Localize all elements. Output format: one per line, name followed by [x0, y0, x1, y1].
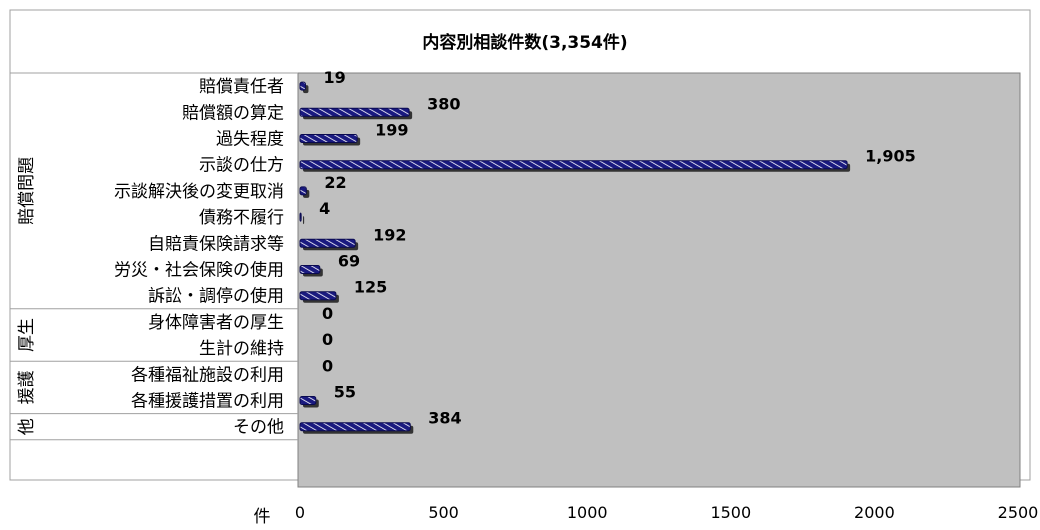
bar-value-label: 192: [373, 225, 406, 244]
x-axis-ticks: 0 500 1000 1500 2000 2500: [295, 503, 1038, 522]
bar-value-label: 384: [428, 409, 461, 428]
bar-value-label: 1,905: [865, 147, 916, 166]
bar: [299, 238, 356, 248]
x-tick-label: 500: [428, 503, 459, 522]
bar-value-label: 0: [322, 356, 333, 375]
category-label: 示談の仕方: [199, 156, 284, 176]
bar-shadow: [303, 216, 305, 225]
bar: [299, 134, 358, 143]
bar-value-label: 19: [323, 68, 345, 87]
bar-value-label: 0: [322, 330, 333, 349]
x-tick-label: 0: [295, 503, 305, 522]
bar: [299, 160, 848, 170]
bar: [299, 186, 307, 196]
group-label: 援護: [17, 370, 37, 404]
category-label: 賠償額の算定: [182, 103, 284, 123]
bar-value-label: 55: [334, 383, 356, 402]
category-label: その他: [233, 418, 284, 438]
chart-title: 内容別相談件数(3,354件): [422, 32, 627, 53]
bar-value-label: 199: [375, 121, 408, 140]
x-axis-unit-label: 件: [254, 507, 271, 527]
x-tick-label: 2000: [854, 503, 895, 522]
bar: [299, 265, 321, 274]
bar: [299, 422, 411, 432]
bar: [299, 212, 302, 222]
group-label: 他: [17, 418, 37, 435]
bar-value-label: 380: [427, 94, 460, 113]
category-label: 賠償責任者: [199, 77, 284, 97]
group-label: 賠償問題: [17, 157, 37, 225]
bar-series: [299, 81, 851, 434]
category-label: 自賠責保険請求等: [148, 234, 284, 254]
bar-value-label: 125: [354, 278, 387, 297]
category-label: 各種援護措置の利用: [131, 392, 284, 412]
bar-value-label: 0: [322, 304, 333, 323]
x-tick-label: 1500: [710, 503, 751, 522]
x-tick-label: 2500: [998, 503, 1039, 522]
x-tick-label: 1000: [567, 503, 608, 522]
bar: [299, 81, 306, 91]
bar-value-label: 22: [324, 173, 346, 192]
category-label: 身体障害者の厚生: [148, 313, 284, 333]
bar-value-label: 69: [338, 252, 360, 271]
category-labels: 賠償責任者賠償額の算定過失程度示談の仕方示談解決後の変更取消債務不履行自賠責保険…: [114, 77, 284, 438]
bar: [299, 396, 317, 405]
category-label: 訴訟・調停の使用: [148, 286, 284, 307]
category-axis-lines: [10, 72, 298, 441]
category-label: 生計の維持: [199, 339, 284, 359]
group-label: 厚生: [17, 318, 37, 352]
category-label: 債務不履行: [199, 208, 284, 228]
bar-value-label: 4: [319, 199, 330, 218]
category-label: 労災・社会保険の使用: [114, 260, 284, 281]
plot-area: [297, 72, 1021, 488]
bar: [299, 291, 337, 301]
category-label: 各種福祉施設の利用: [131, 365, 284, 385]
category-label: 示談解決後の変更取消: [114, 182, 284, 202]
category-label: 過失程度: [216, 130, 284, 150]
bar: [299, 107, 410, 117]
